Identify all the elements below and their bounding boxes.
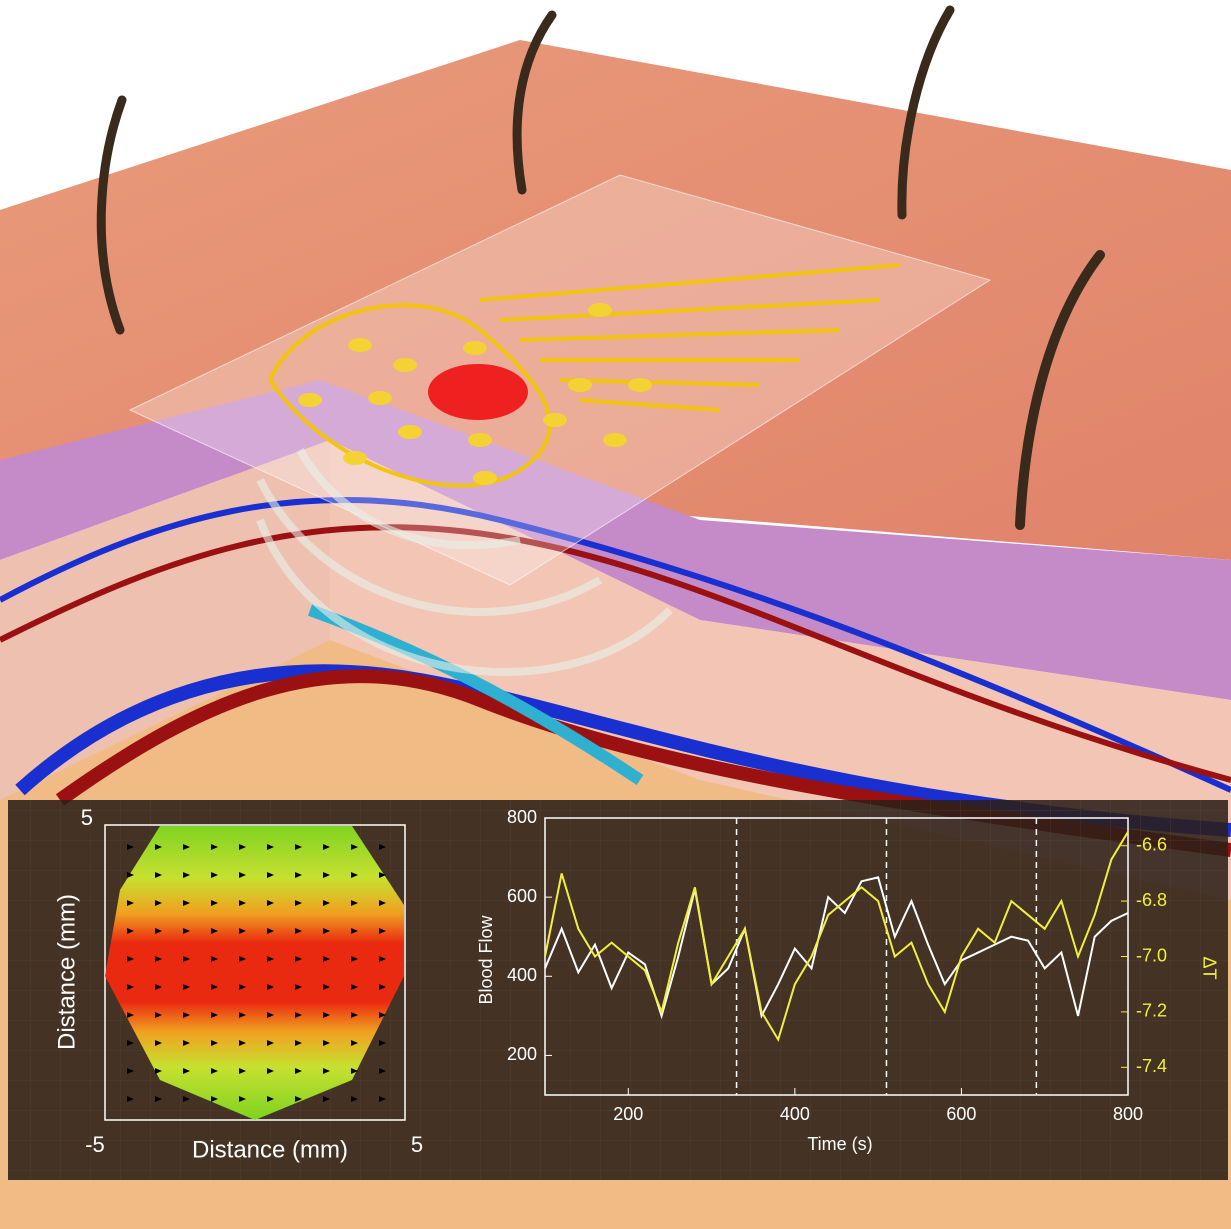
- x-tick-label: 400: [780, 1104, 810, 1124]
- y-axis-label: Distance (mm): [53, 894, 80, 1050]
- y2-tick-label: -7.2: [1136, 1001, 1167, 1021]
- y2-axis-label: ΔT: [1199, 956, 1219, 979]
- y2-tick-label: -6.8: [1136, 890, 1167, 910]
- y-tick-label: 5: [81, 805, 93, 830]
- x-tick-label: 200: [613, 1104, 643, 1124]
- y-tick-label: 400: [507, 965, 537, 985]
- y2-tick-label: -7.4: [1136, 1056, 1167, 1076]
- y2-tick-label: -6.6: [1136, 834, 1167, 854]
- x-tick-label: -5: [85, 1132, 105, 1157]
- y-tick-label: 600: [507, 886, 537, 906]
- x-axis-label: Time (s): [807, 1134, 872, 1154]
- x-tick-label: 600: [946, 1104, 976, 1124]
- y-tick-label: 200: [507, 1044, 537, 1064]
- y-tick-label: 800: [507, 807, 537, 827]
- page: -5 5 5 Distance (mm) Distance (mm) 200 400 600 8…: [0, 0, 1231, 1229]
- y-axis-label: Blood Flow: [476, 914, 496, 1004]
- x-tick-label: 5: [411, 1132, 423, 1157]
- x-tick-label: 800: [1113, 1104, 1143, 1124]
- illustration: -5 5 5 Distance (mm) Distance (mm) 200 400 600 8…: [0, 0, 1231, 1229]
- y2-tick-label: -7.0: [1136, 945, 1167, 965]
- x-axis-label: Distance (mm): [192, 1136, 348, 1163]
